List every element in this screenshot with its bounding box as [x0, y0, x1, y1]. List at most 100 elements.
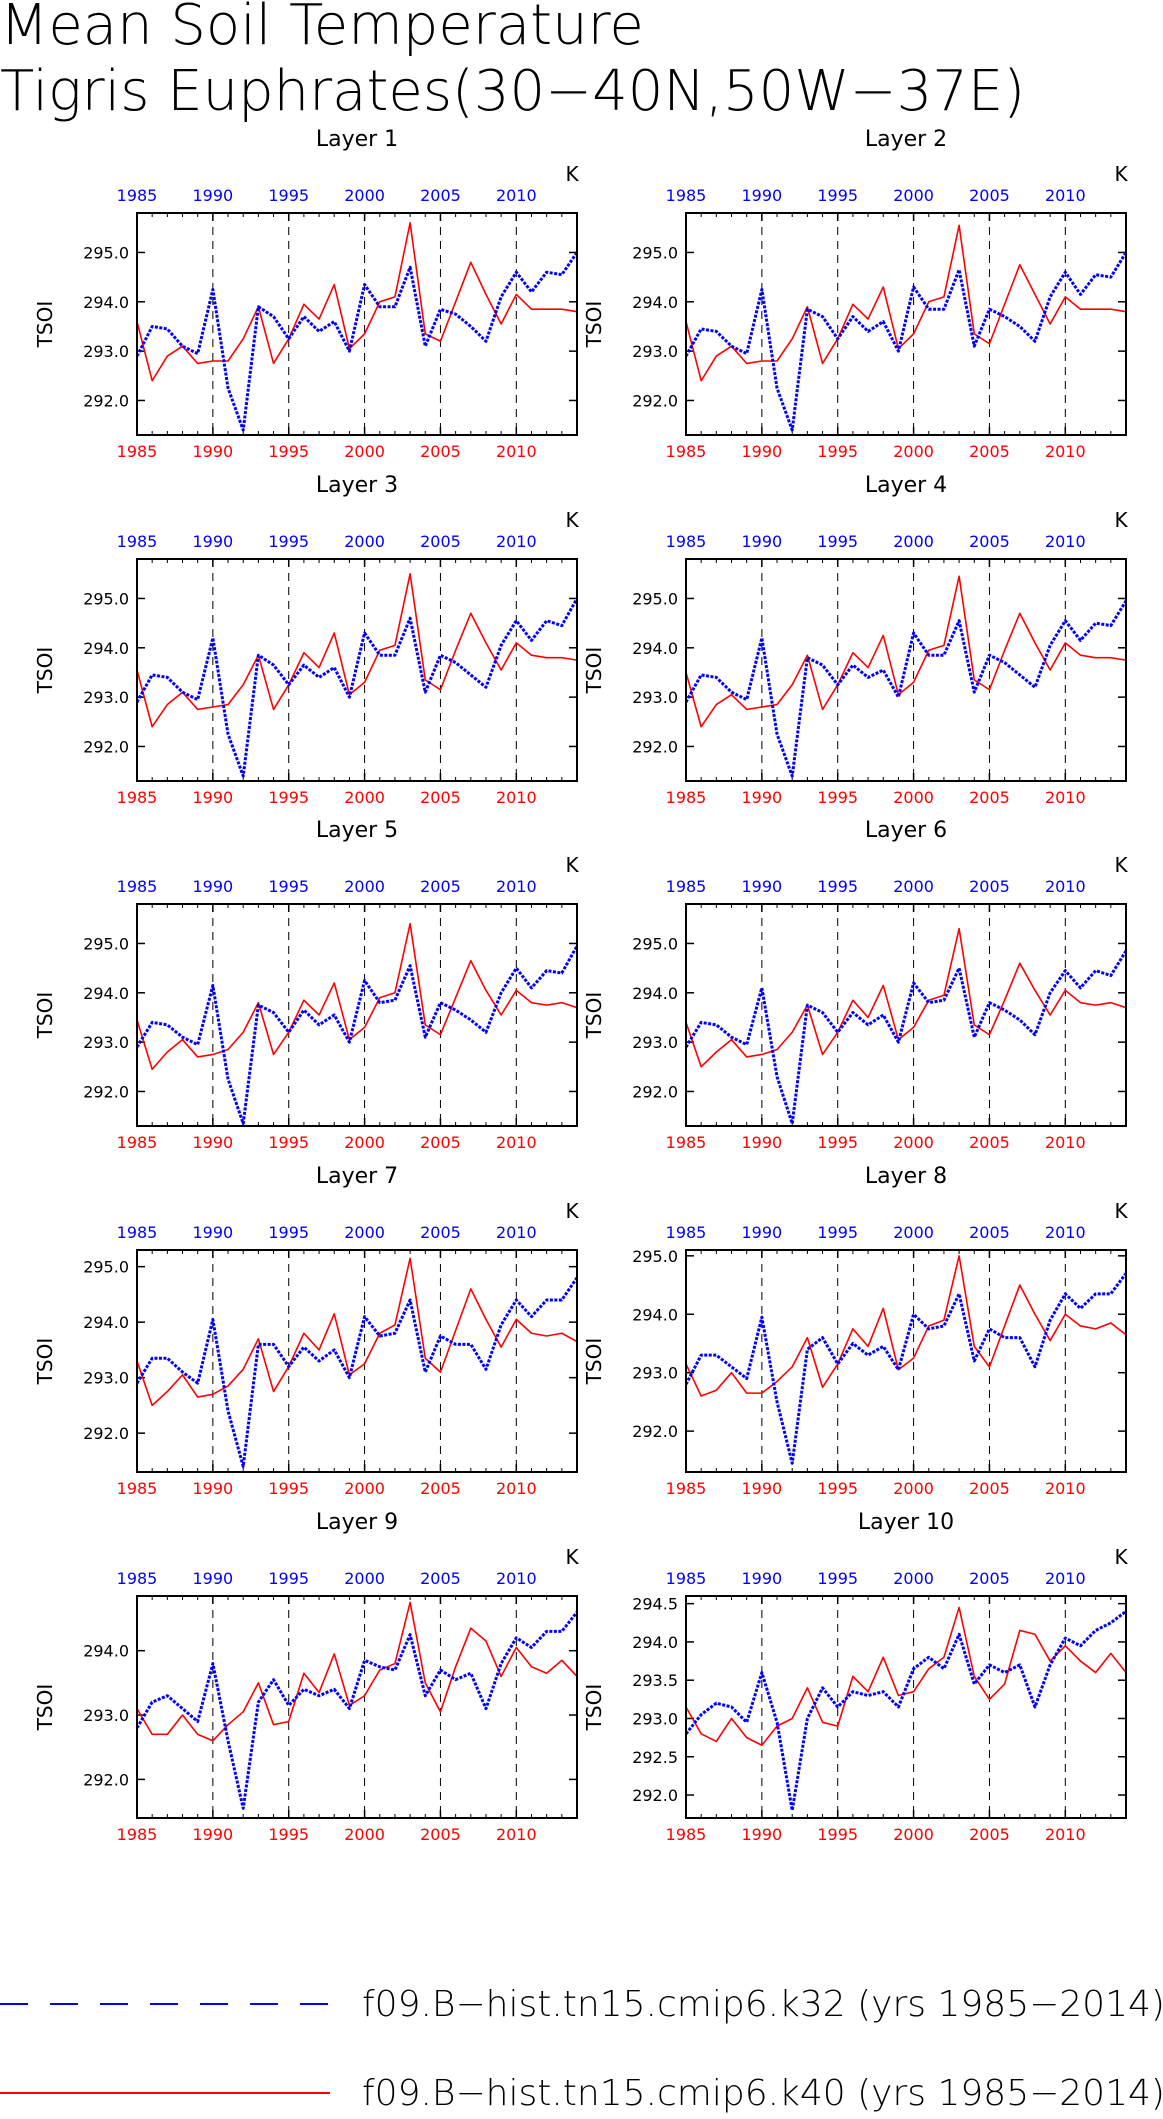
panel-10: Layer 10 K TSOI 1985 1985 1990 1990 1995 1995 200…: [582, 1510, 1128, 1844]
unit-label: K: [565, 508, 579, 532]
series-k32-line: [686, 251, 1126, 432]
x-tick-label-bottom: 2010: [496, 1479, 537, 1498]
panel-title: Layer 9: [316, 1510, 398, 1535]
y-tick-label: 294.0: [83, 1313, 129, 1332]
x-tick-label-top: 2010: [496, 877, 537, 896]
y-axis-label: TSOI: [33, 992, 57, 1040]
x-tick-label-top: 1985: [666, 1569, 707, 1588]
panels: Layer 1 K TSOI 1985 1985 1990 1990 1995 1995 2000…: [33, 127, 1128, 1844]
x-tick-label-top: 2000: [344, 532, 385, 551]
x-tick-label-bottom: 2005: [969, 1133, 1010, 1152]
x-tick-label-top: 1990: [193, 186, 234, 205]
series-group: [686, 1606, 1126, 1812]
series-group: [686, 1255, 1126, 1465]
y-tick-label: 293.0: [632, 1364, 678, 1383]
series-k32-line: [137, 945, 577, 1126]
x-tick-label-bottom: 1985: [117, 442, 158, 461]
x-tick-label-top: 1995: [817, 186, 858, 205]
series-k40-line: [137, 1601, 577, 1742]
panel-title: Layer 6: [865, 818, 947, 843]
x-tick-label-bottom: 1985: [666, 1133, 707, 1152]
panel-2: Layer 2 K TSOI 1985 1985 1990 1990 1995 1995 2000…: [582, 127, 1128, 461]
plot-frame: [685, 1249, 1127, 1473]
x-tick-label-bottom: 2005: [420, 1479, 461, 1498]
series-k32-line: [686, 1272, 1126, 1465]
x-tick-label-top: 2010: [496, 1569, 537, 1588]
y-tick-label: 294.0: [632, 293, 678, 312]
x-tick-label-bottom: 2005: [420, 1133, 461, 1152]
x-tick-label-bottom: 2000: [344, 442, 385, 461]
panel-title: Layer 2: [865, 127, 947, 152]
x-tick-label-top: 1990: [742, 532, 783, 551]
y-tick-label: 293.0: [632, 342, 678, 361]
y-tick-label: 294.5: [632, 1595, 678, 1614]
plot-frame: [685, 558, 1127, 782]
plot-frame: [136, 1249, 578, 1473]
x-tick-label-bottom: 1995: [268, 1133, 309, 1152]
series-k40-line: [686, 1255, 1126, 1397]
legend: f09.B−hist.tn15.cmip6.k32 (yrs 1985−2014…: [0, 1984, 1163, 2114]
x-tick-label-bottom: 1995: [817, 1133, 858, 1152]
x-tick-label-top: 2010: [1045, 877, 1086, 896]
x-tick-label-bottom: 2005: [969, 442, 1010, 461]
x-tick-label-bottom: 1985: [117, 1133, 158, 1152]
x-tick-label-top: 1990: [742, 1223, 783, 1242]
x-tick-label-top: 2000: [893, 877, 934, 896]
x-tick-label-bottom: 2000: [893, 788, 934, 807]
x-tick-label-bottom: 1990: [742, 442, 783, 461]
x-tick-label-top: 2005: [420, 532, 461, 551]
panel-title: Layer 7: [316, 1164, 398, 1189]
x-tick-label-bottom: 2005: [969, 788, 1010, 807]
y-tick-label: 293.0: [632, 1033, 678, 1052]
x-tick-label-top: 2000: [344, 1223, 385, 1242]
x-tick-label-bottom: 1995: [268, 788, 309, 807]
y-tick-label: 293.0: [83, 1706, 129, 1725]
panel-title: Layer 5: [316, 818, 398, 843]
y-tick-label: 294.0: [83, 293, 129, 312]
x-tick-label-top: 2005: [969, 1569, 1010, 1588]
y-axis-label: TSOI: [582, 301, 606, 349]
y-tick-label: 294.0: [83, 1642, 129, 1661]
panel-3: Layer 3 K TSOI 1985 1985 1990 1990 1995 1995 2000…: [33, 473, 579, 807]
x-tick-label-top: 1995: [268, 1569, 309, 1588]
x-tick-label-top: 1990: [193, 1569, 234, 1588]
figure-title-line2: Tigris Euphrates(30−40N,50W−37E): [0, 59, 1025, 124]
x-tick-label-top: 1995: [268, 186, 309, 205]
panel-title: Layer 4: [865, 473, 947, 498]
y-tick-label: 295.0: [83, 589, 129, 608]
x-tick-label-bottom: 2000: [344, 1133, 385, 1152]
series-k40-line: [686, 1606, 1126, 1747]
x-tick-label-top: 2000: [893, 532, 934, 551]
x-tick-label-top: 2000: [344, 186, 385, 205]
panel-1: Layer 1 K TSOI 1985 1985 1990 1990 1995 1995 2000…: [33, 127, 579, 461]
x-tick-label-top: 2010: [1045, 1223, 1086, 1242]
series-k40-line: [137, 222, 577, 382]
y-tick-label: 292.0: [632, 1786, 678, 1805]
x-tick-label-bottom: 1995: [268, 1479, 309, 1498]
x-tick-label-bottom: 1985: [666, 1479, 707, 1498]
x-tick-label-bottom: 1995: [268, 442, 309, 461]
x-tick-label-bottom: 1995: [817, 788, 858, 807]
unit-label: K: [1114, 508, 1128, 532]
panel-7: Layer 7 K TSOI 1985 1985 1990 1990 1995 1995 2000…: [33, 1164, 579, 1498]
series-k40-line: [137, 572, 577, 728]
x-tick-label-top: 2005: [969, 877, 1010, 896]
y-tick-label: 293.0: [83, 1369, 129, 1388]
y-tick-label: 295.0: [632, 934, 678, 953]
panel-title: Layer 3: [316, 473, 398, 498]
x-tick-label-top: 1985: [117, 1569, 158, 1588]
x-tick-label-bottom: 1985: [666, 1825, 707, 1844]
x-tick-label-top: 1985: [117, 877, 158, 896]
x-tick-label-bottom: 2005: [969, 1479, 1010, 1498]
y-tick-label: 292.0: [632, 391, 678, 410]
x-tick-label-top: 1995: [268, 877, 309, 896]
x-tick-label-bottom: 1990: [742, 1133, 783, 1152]
x-tick-label-bottom: 2005: [420, 788, 461, 807]
series-k32-line: [686, 1610, 1126, 1812]
x-tick-label-bottom: 1990: [193, 1479, 234, 1498]
x-tick-label-top: 1995: [817, 1223, 858, 1242]
series-group: [686, 575, 1126, 778]
y-axis-label: TSOI: [582, 992, 606, 1040]
series-group: [686, 224, 1126, 432]
x-tick-label-top: 2005: [969, 1223, 1010, 1242]
